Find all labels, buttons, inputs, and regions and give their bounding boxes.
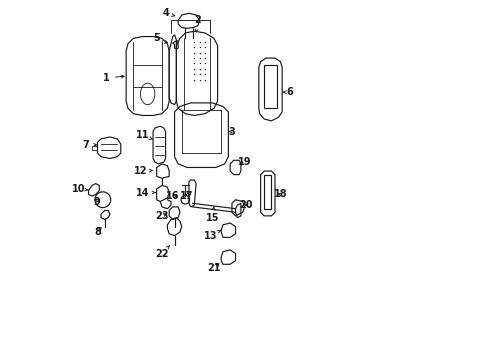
Text: 11: 11 (135, 130, 152, 140)
Text: 7: 7 (82, 140, 96, 150)
Text: 6: 6 (283, 87, 292, 97)
Text: 19: 19 (237, 157, 251, 167)
Text: 23: 23 (155, 211, 168, 221)
Text: 2: 2 (194, 15, 201, 32)
Text: 18: 18 (273, 189, 286, 199)
Text: 8: 8 (94, 227, 101, 237)
Text: 14: 14 (135, 188, 155, 198)
Text: 10: 10 (72, 184, 88, 194)
Text: 1: 1 (103, 73, 124, 83)
Text: 17: 17 (180, 191, 193, 201)
Text: 15: 15 (205, 207, 219, 222)
Text: 20: 20 (239, 200, 252, 210)
Text: 21: 21 (207, 263, 220, 273)
Text: 12: 12 (134, 166, 153, 176)
Text: 13: 13 (203, 231, 220, 240)
Text: 3: 3 (228, 127, 235, 136)
Text: 22: 22 (155, 246, 169, 258)
Text: 5: 5 (153, 33, 167, 43)
Text: 9: 9 (93, 197, 100, 207)
Text: 4: 4 (162, 8, 174, 18)
Text: 16: 16 (166, 191, 179, 201)
